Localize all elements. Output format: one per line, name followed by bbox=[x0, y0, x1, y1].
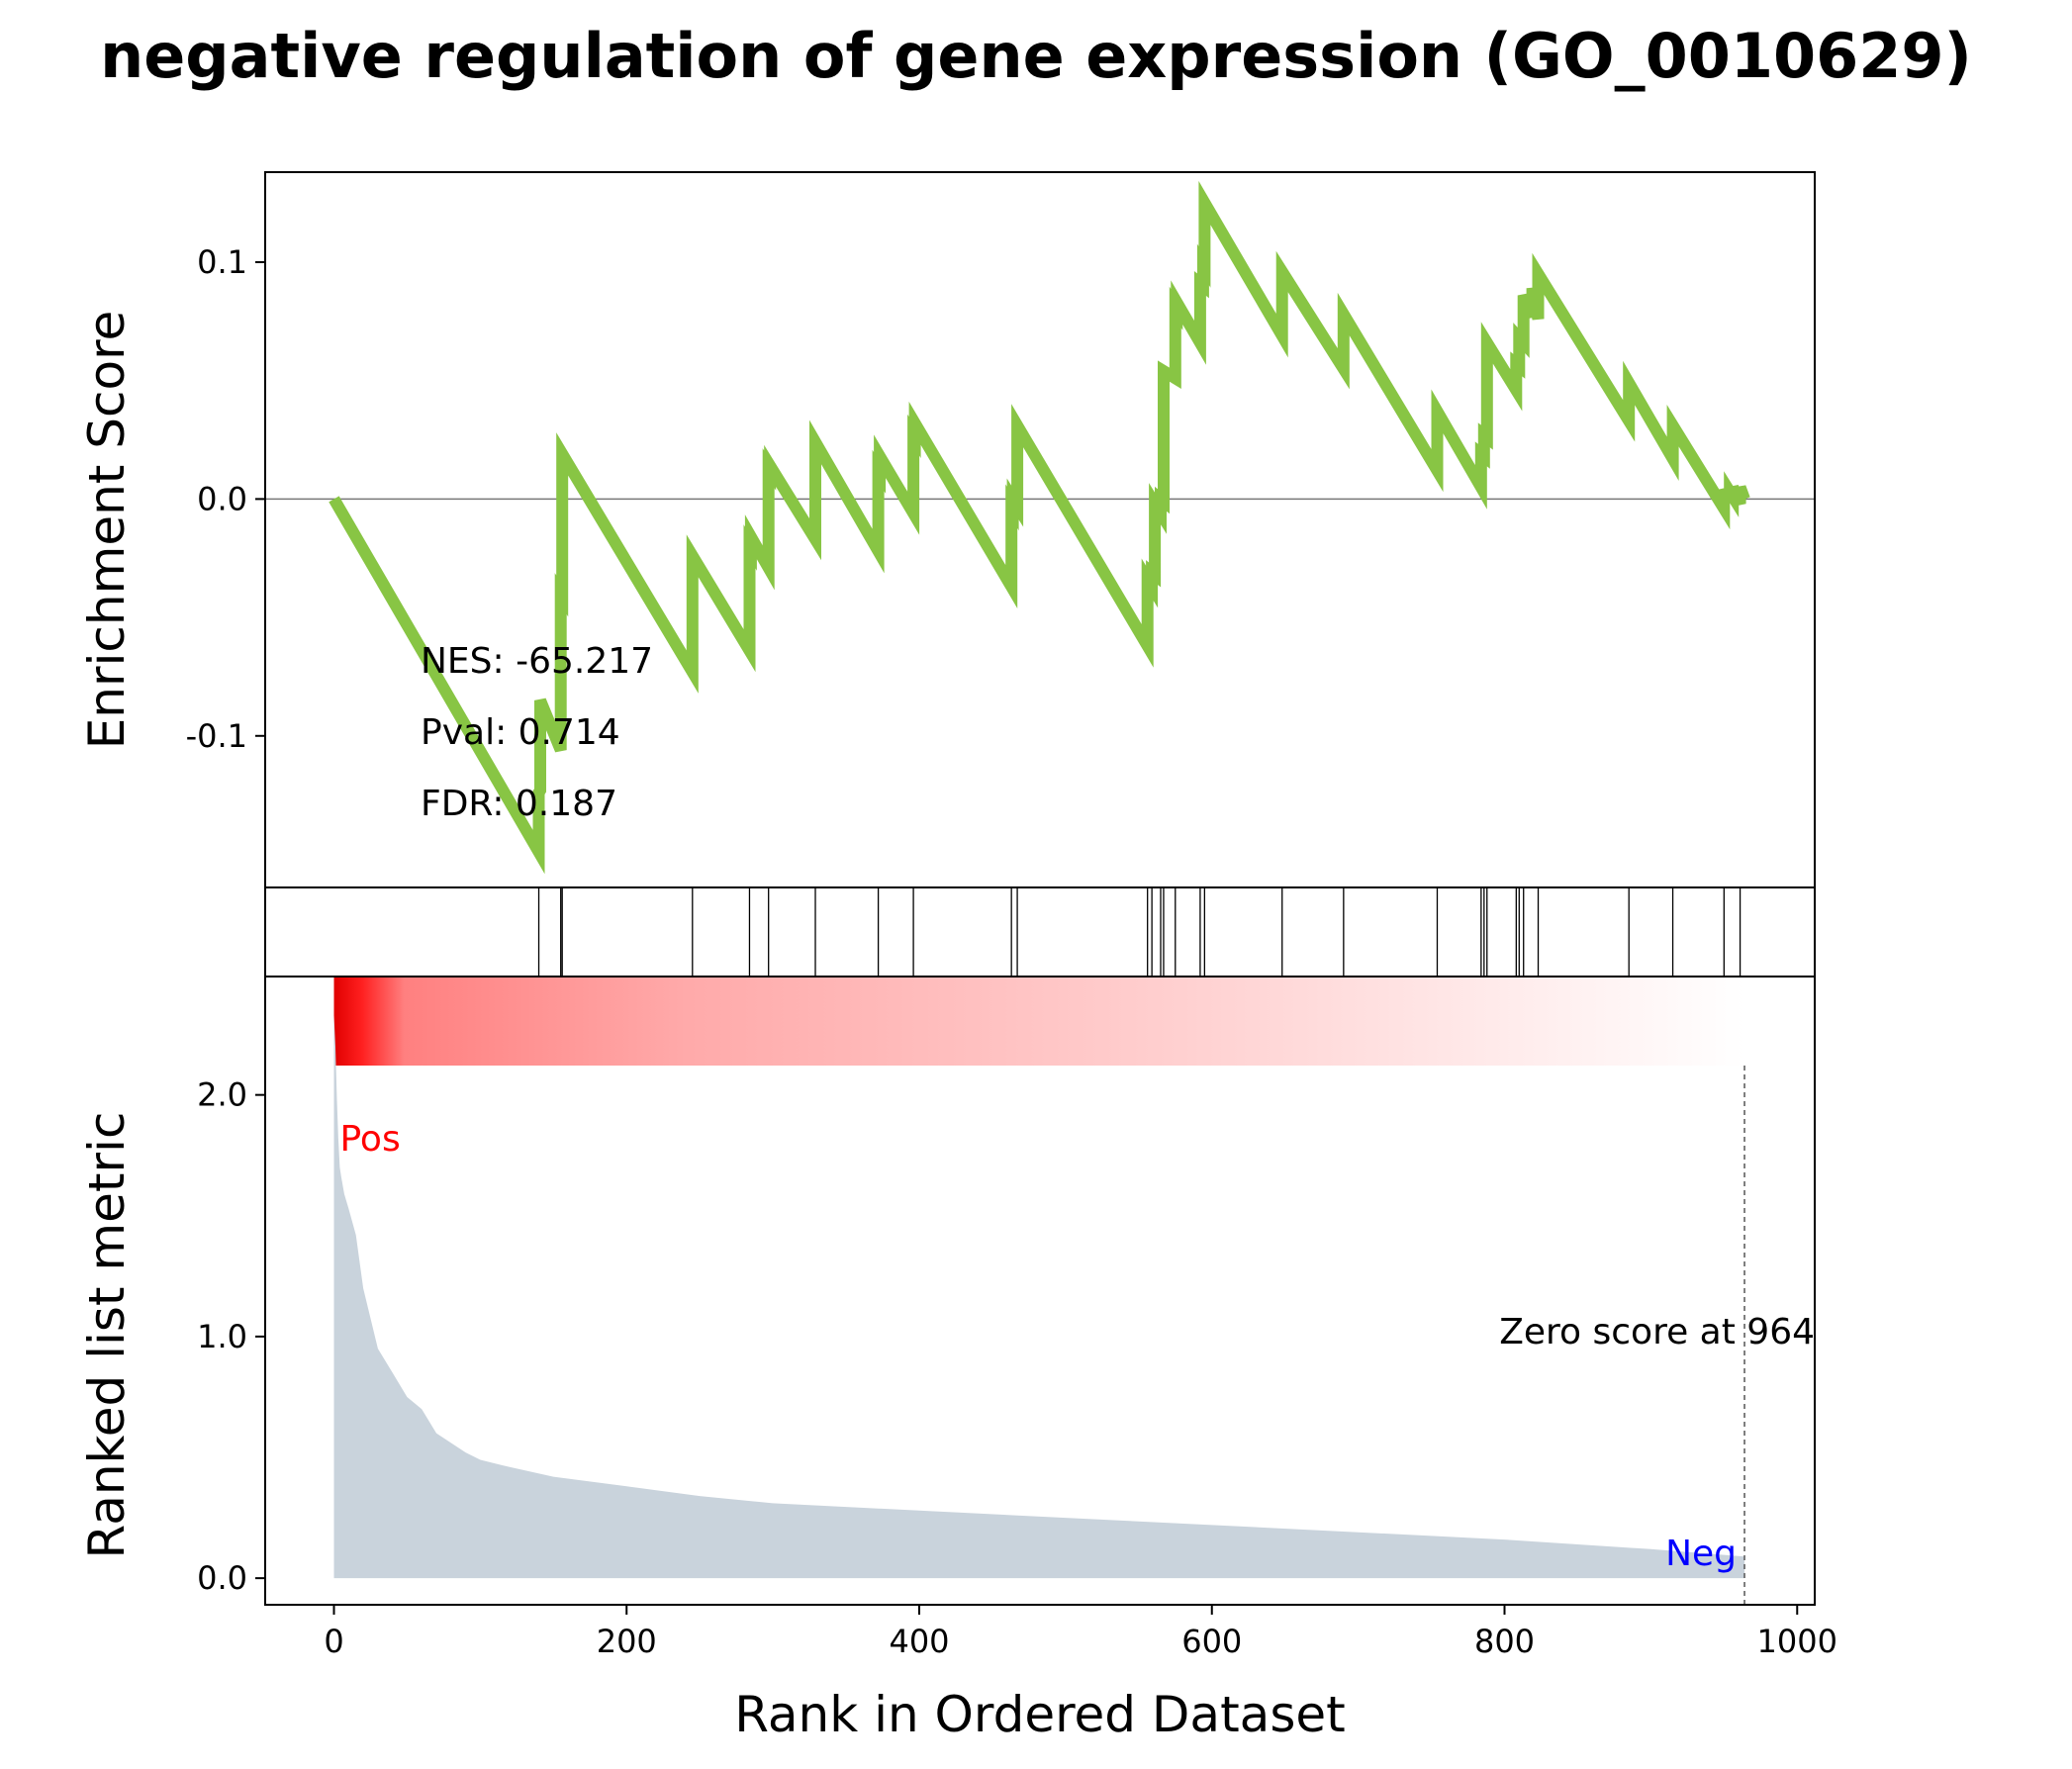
hits-panel bbox=[264, 886, 1816, 978]
x-axis-label: Rank in Ordered Dataset bbox=[734, 1686, 1345, 1743]
rank-y-tick-label: 0.0 bbox=[197, 1559, 247, 1597]
zero-score-label: Zero score at 964 bbox=[1499, 1312, 1815, 1352]
pos-label: Pos bbox=[340, 1119, 401, 1160]
x-tick-label: 800 bbox=[1474, 1623, 1535, 1660]
hit-lines bbox=[537, 887, 1742, 977]
fdr-label: FDR: 0.187 bbox=[421, 784, 617, 824]
es-y-tick-label: 0.1 bbox=[197, 243, 247, 281]
enrichment-y-axis-label: Enrichment Score bbox=[78, 311, 136, 750]
ranked-y-axis-label: Ranked list metric bbox=[78, 1112, 136, 1559]
ranked-panel-frame bbox=[264, 976, 1816, 1606]
nes-label: NES: -65.217 bbox=[421, 641, 653, 682]
x-tick-label: 400 bbox=[889, 1623, 949, 1660]
ranked-metric-panel: Zero score at 964 Pos Neg 0.0 1.0 2.0 0 200… bbox=[78, 976, 1837, 1743]
es-y-ticks: 0.1 0.0 -0.1 bbox=[186, 243, 265, 755]
es-y-tick-label: 0.0 bbox=[197, 480, 247, 517]
rank-y-tick-label: 2.0 bbox=[197, 1076, 247, 1114]
pval-label: Pval: 0.714 bbox=[421, 712, 620, 753]
es-y-tick-label: -0.1 bbox=[186, 717, 247, 755]
x-tick-label: 1000 bbox=[1757, 1623, 1837, 1660]
rank-y-ticks: 0.0 1.0 2.0 bbox=[197, 1076, 265, 1597]
x-tick-label: 200 bbox=[597, 1623, 657, 1660]
neg-label: Neg bbox=[1665, 1534, 1737, 1574]
x-tick-label: 600 bbox=[1181, 1623, 1242, 1660]
enrichment-panel: 0.1 0.0 -0.1 NES: -65.217 Pval: 0.714 FDR:… bbox=[78, 171, 1816, 888]
enrichment-score-line bbox=[329, 180, 1750, 875]
chart-title: negative regulation of gene expression (… bbox=[100, 20, 1972, 92]
rank-x-ticks: 0 200 400 600 800 1000 bbox=[324, 1605, 1837, 1660]
rank-y-tick-label: 1.0 bbox=[197, 1318, 247, 1355]
ranked-metric-area bbox=[333, 1015, 1744, 1579]
hits-panel-frame bbox=[264, 886, 1816, 978]
x-tick-label: 0 bbox=[324, 1623, 343, 1660]
rank-heatmap-bar bbox=[333, 977, 1745, 1066]
